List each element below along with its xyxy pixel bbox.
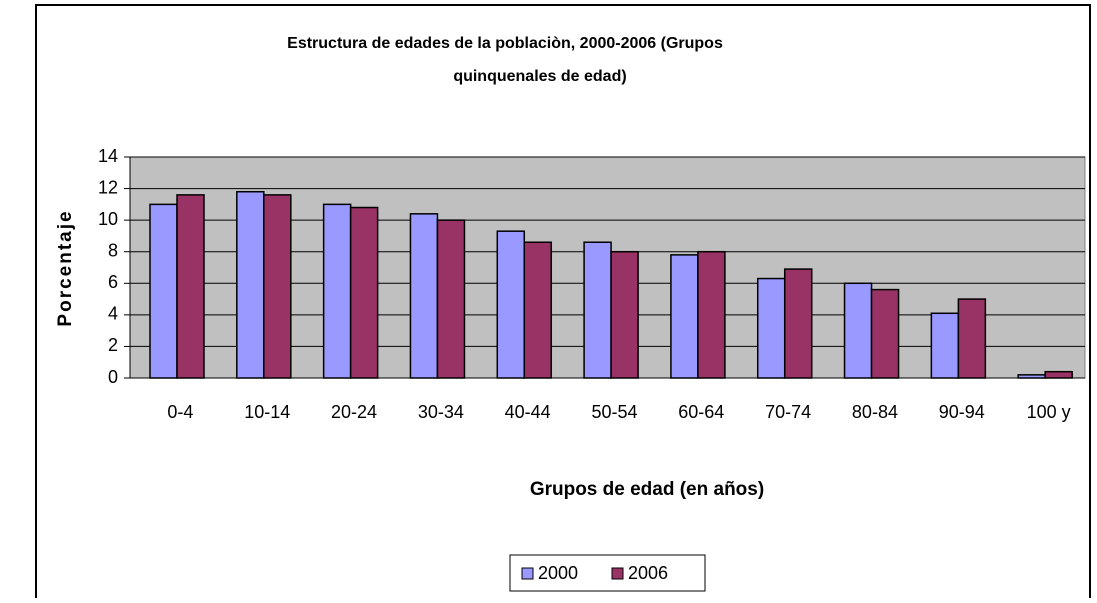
x-tick-label: 100 y <box>1027 402 1071 422</box>
legend <box>509 554 706 592</box>
bar <box>523 241 553 379</box>
legend-label: 2006 <box>628 563 668 583</box>
y-tick-label: 10 <box>98 209 118 229</box>
legend-swatch <box>521 567 534 580</box>
bar <box>610 250 639 379</box>
x-tick-label: 30-34 <box>418 402 464 422</box>
bar <box>496 230 526 379</box>
bar <box>176 194 205 379</box>
y-tick-label: 4 <box>108 304 118 324</box>
bar <box>756 277 786 379</box>
bar <box>349 206 379 379</box>
y-axis-title: Porcentaje <box>55 209 76 326</box>
bar <box>436 219 466 379</box>
x-tick-label: 70-74 <box>765 402 811 422</box>
x-tick-label: 20-24 <box>331 402 377 422</box>
bar <box>870 288 900 379</box>
y-tick-label: 6 <box>108 272 118 292</box>
bar <box>236 190 265 379</box>
bar <box>149 203 178 379</box>
bar <box>957 298 987 379</box>
bar <box>930 312 960 379</box>
x-tick-label: 60-64 <box>678 402 724 422</box>
legend-swatch <box>611 567 624 580</box>
bar <box>843 282 873 379</box>
x-tick-label: 40-44 <box>505 402 551 422</box>
chart-border <box>35 4 1091 598</box>
x-tick-label: 0-4 <box>167 402 193 422</box>
x-axis-title: Grupos de edad (en años) <box>530 479 764 500</box>
bar <box>1017 374 1046 379</box>
bar <box>697 250 726 379</box>
chart-title: quinquenales de edad) <box>453 68 626 85</box>
bar <box>783 268 813 379</box>
y-tick-label: 8 <box>108 240 118 260</box>
y-tick-label: 0 <box>108 367 118 387</box>
x-tick-label: 10-14 <box>244 402 290 422</box>
x-tick-label: 90-94 <box>939 402 985 422</box>
bar <box>263 194 292 379</box>
bar <box>322 203 352 379</box>
y-tick-label: 2 <box>108 335 118 355</box>
bar <box>409 213 439 379</box>
bar <box>583 241 612 379</box>
bar <box>670 254 699 379</box>
bar <box>1044 370 1073 379</box>
x-tick-label: 80-84 <box>852 402 898 422</box>
x-tick-label: 50-54 <box>591 402 637 422</box>
legend-label: 2000 <box>538 563 578 583</box>
y-tick-label: 12 <box>98 177 118 197</box>
chart-title: Estructura de edades de la poblaciòn, 20… <box>287 35 723 52</box>
y-tick-label: 14 <box>98 146 118 166</box>
